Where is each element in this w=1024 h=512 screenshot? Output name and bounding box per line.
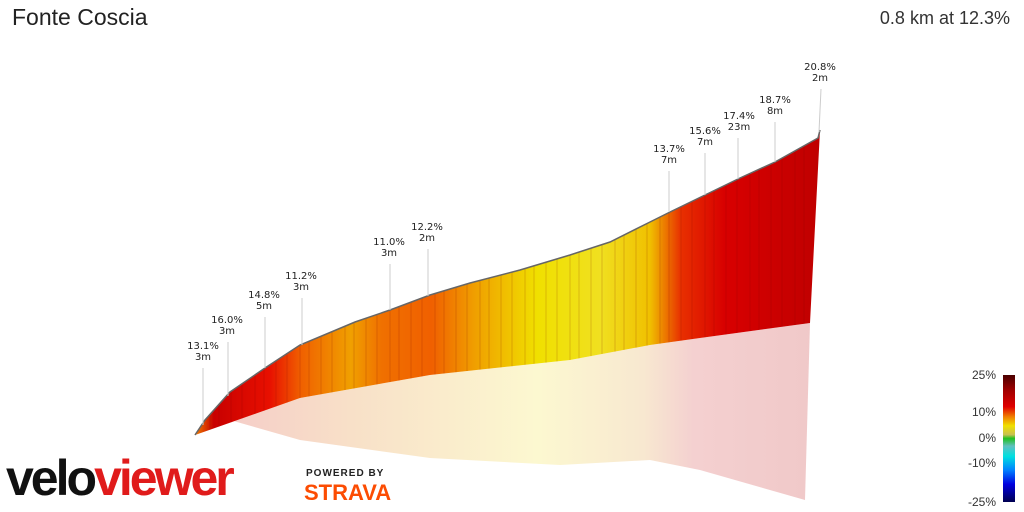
strava-logo: STRAVA [304,480,392,505]
gradient-color-scale [1003,375,1015,502]
segment-label: 13.7% 7m [653,144,685,166]
grade-strips [209,145,805,430]
segment-label: 16.0% 3m [211,315,243,337]
legend-tick: -10% [967,456,996,470]
segment-label: 20.8% 2m [804,62,836,84]
profile-face [195,130,820,435]
segment-label: 12.2% 2m [411,222,443,244]
segment-label: 18.7% 8m [759,95,791,117]
legend-tick: 0% [978,431,996,445]
segment-label: 17.4% 23m [723,111,755,133]
legend-tick: 10% [971,405,996,419]
climb-title: Fonte Coscia [12,4,148,30]
legend-tick: -25% [967,495,996,509]
powered-by-text: POWERED BY [306,468,385,479]
segment-label: 11.2% 3m [285,271,317,293]
legend-tick: 25% [971,368,996,382]
label-leaders [202,88,822,425]
climb-summary: 0.8 km at 12.3% [879,8,1010,28]
profile-shadow [195,323,810,500]
segment-label: 15.6% 7m [689,126,721,148]
segment-label: 11.0% 3m [373,237,405,259]
segment-label: 13.1% 3m [187,341,219,363]
veloviewer-logo: veloviewer [6,450,235,506]
segment-label: 14.8% 5m [248,290,280,312]
